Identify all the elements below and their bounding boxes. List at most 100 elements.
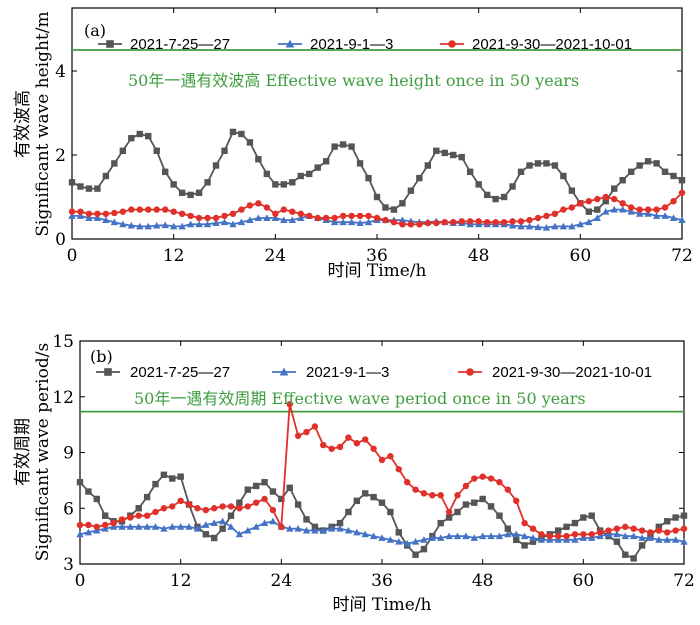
data-point-b-1-39 bbox=[403, 539, 411, 547]
data-point-b-2-39 bbox=[403, 479, 411, 486]
data-point-b-1-61 bbox=[588, 534, 596, 541]
data-point-a-1-5 bbox=[110, 218, 119, 226]
data-point-b-2-26 bbox=[294, 432, 302, 439]
data-point-a-2-47 bbox=[466, 218, 474, 225]
data-point-b-0-57 bbox=[554, 527, 562, 534]
data-point-b-2-54 bbox=[529, 525, 537, 532]
data-point-b-0-17 bbox=[219, 525, 226, 532]
data-point-b-1-52 bbox=[512, 530, 520, 538]
data-point-b-0-19 bbox=[236, 499, 243, 506]
data-point-b-2-18 bbox=[227, 503, 235, 510]
data-point-b-2-58 bbox=[563, 532, 570, 540]
y-tick-label-a-1: 2 bbox=[55, 146, 66, 166]
data-point-a-2-52 bbox=[509, 218, 516, 225]
data-point-a-2-35 bbox=[365, 212, 372, 220]
data-point-b-0-52 bbox=[513, 536, 520, 544]
data-point-a-2-1 bbox=[77, 208, 84, 215]
data-point-a-1-14 bbox=[186, 220, 195, 228]
data-point-b-0-11 bbox=[169, 475, 176, 482]
data-point-a-2-12 bbox=[170, 208, 177, 215]
data-point-a-1-31 bbox=[330, 218, 339, 226]
data-point-b-1-26 bbox=[294, 525, 302, 532]
data-point-b-2-3 bbox=[101, 521, 109, 529]
data-point-b-0-46 bbox=[462, 501, 470, 508]
data-point-b-2-43 bbox=[437, 492, 444, 499]
data-point-b-2-64 bbox=[613, 525, 621, 532]
x-tick-label-b-1: 12 bbox=[170, 571, 192, 591]
data-point-b-2-48 bbox=[479, 473, 486, 480]
data-point-a-0-50 bbox=[492, 195, 499, 203]
data-point-b-1-60 bbox=[579, 534, 588, 541]
x-tick-label-a-6: 72 bbox=[671, 246, 693, 266]
data-point-a-0-68 bbox=[644, 158, 652, 165]
data-point-a-1-12 bbox=[169, 222, 178, 230]
data-point-b-2-25 bbox=[286, 400, 293, 408]
data-point-a-2-57 bbox=[551, 210, 559, 217]
data-point-a-2-41 bbox=[416, 221, 423, 228]
data-point-b-1-28 bbox=[311, 526, 319, 534]
y-tick-label-a-2: 4 bbox=[55, 62, 66, 82]
data-point-b-0-59 bbox=[571, 519, 579, 527]
data-point-b-2-8 bbox=[143, 512, 151, 519]
data-point-a-2-6 bbox=[119, 208, 127, 215]
data-point-a-2-15 bbox=[195, 214, 203, 222]
data-point-b-2-71 bbox=[672, 527, 679, 534]
y-tick-label-b-4: 15 bbox=[52, 332, 74, 352]
data-point-b-1-22 bbox=[260, 519, 269, 527]
data-point-a-1-11 bbox=[161, 221, 169, 229]
data-point-a-1-54 bbox=[525, 222, 534, 230]
reference-line-label-a: 50年一遇有效波高 Effective wave height once in … bbox=[128, 71, 579, 90]
data-point-a-2-54 bbox=[526, 216, 533, 224]
data-point-a-2-34 bbox=[356, 212, 364, 220]
data-point-b-2-16 bbox=[211, 505, 218, 512]
data-point-b-0-66 bbox=[630, 555, 637, 562]
data-point-a-0-30 bbox=[322, 158, 330, 165]
data-point-b-0-35 bbox=[370, 493, 377, 501]
data-point-a-0-35 bbox=[365, 174, 372, 182]
data-point-a-0-13 bbox=[178, 189, 186, 196]
data-point-b-1-36 bbox=[378, 534, 386, 541]
data-point-a-1-71 bbox=[669, 214, 678, 221]
data-point-b-1-7 bbox=[135, 523, 143, 530]
data-point-a-0-2 bbox=[85, 185, 93, 192]
data-point-b-1-13 bbox=[185, 523, 193, 530]
data-point-b-2-38 bbox=[395, 466, 402, 473]
data-point-b-0-3 bbox=[101, 512, 109, 519]
data-point-a-2-11 bbox=[161, 206, 169, 213]
data-point-a-0-44 bbox=[441, 149, 448, 157]
data-point-b-0-49 bbox=[487, 503, 495, 510]
data-point-a-2-45 bbox=[450, 219, 457, 226]
data-point-a-2-66 bbox=[627, 204, 635, 211]
data-point-b-0-7 bbox=[135, 505, 142, 512]
data-point-a-0-66 bbox=[627, 168, 635, 175]
data-point-b-0-10 bbox=[160, 471, 168, 478]
data-point-b-0-61 bbox=[588, 512, 595, 519]
data-point-b-1-55 bbox=[537, 536, 546, 543]
data-point-a-1-13 bbox=[178, 222, 186, 230]
data-point-a-2-39 bbox=[399, 221, 406, 228]
data-point-a-1-60 bbox=[576, 220, 585, 228]
data-point-b-0-47 bbox=[471, 499, 478, 506]
data-point-a-1-65 bbox=[619, 205, 627, 213]
data-point-a-0-4 bbox=[102, 172, 110, 180]
data-point-a-1-67 bbox=[635, 210, 644, 217]
data-point-a-0-1 bbox=[77, 183, 84, 190]
data-point-b-2-67 bbox=[638, 527, 646, 534]
data-point-a-2-13 bbox=[178, 210, 186, 217]
data-point-b-0-64 bbox=[613, 538, 621, 545]
data-point-b-1-56 bbox=[546, 536, 554, 543]
data-point-a-0-55 bbox=[534, 160, 542, 167]
data-point-b-2-34 bbox=[362, 436, 369, 443]
data-point-a-0-26 bbox=[289, 179, 296, 186]
data-point-b-1-10 bbox=[160, 525, 168, 532]
data-point-a-0-16 bbox=[204, 179, 211, 186]
y-tick-label-b-2: 9 bbox=[63, 444, 74, 464]
y-tick-label-b-0: 3 bbox=[63, 555, 74, 575]
data-point-a-2-36 bbox=[373, 214, 381, 222]
data-point-b-2-51 bbox=[504, 486, 512, 493]
data-point-b-2-45 bbox=[454, 492, 461, 499]
data-point-a-2-31 bbox=[331, 214, 338, 222]
data-point-a-0-0 bbox=[68, 179, 76, 186]
data-point-b-1-57 bbox=[554, 536, 562, 543]
data-point-b-2-56 bbox=[546, 532, 553, 540]
